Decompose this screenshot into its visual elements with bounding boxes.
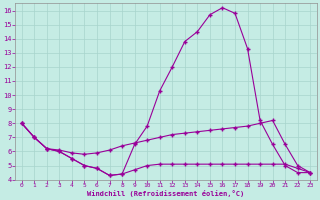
- X-axis label: Windchill (Refroidissement éolien,°C): Windchill (Refroidissement éolien,°C): [87, 190, 244, 197]
